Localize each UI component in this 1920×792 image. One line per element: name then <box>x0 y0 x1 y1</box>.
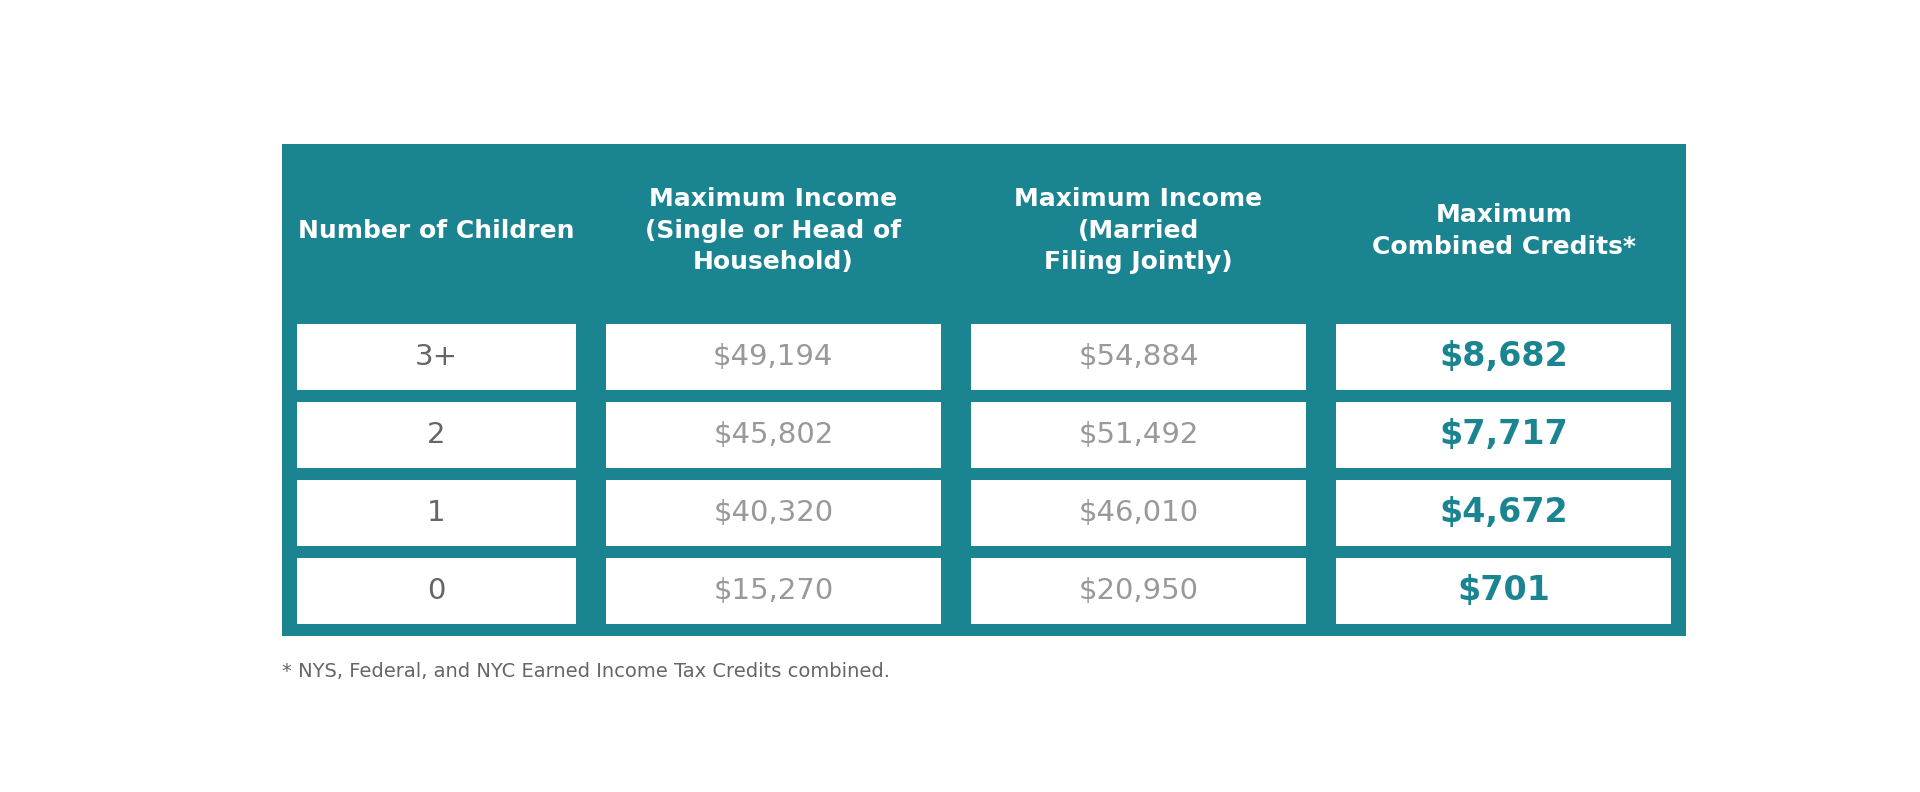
Text: $701: $701 <box>1457 574 1549 607</box>
Text: $45,802: $45,802 <box>712 421 833 449</box>
Text: $8,682: $8,682 <box>1440 340 1569 373</box>
Text: Maximum Income
(Single or Head of
Household): Maximum Income (Single or Head of Househ… <box>645 187 900 274</box>
Text: $49,194: $49,194 <box>712 343 833 371</box>
FancyBboxPatch shape <box>1336 558 1672 624</box>
FancyBboxPatch shape <box>605 558 941 624</box>
FancyBboxPatch shape <box>972 558 1306 624</box>
Text: $15,270: $15,270 <box>712 577 833 605</box>
Text: $20,950: $20,950 <box>1079 577 1198 605</box>
Text: * NYS, Federal, and NYC Earned Income Tax Credits combined.: * NYS, Federal, and NYC Earned Income Ta… <box>282 662 889 681</box>
FancyBboxPatch shape <box>972 402 1306 467</box>
FancyBboxPatch shape <box>605 324 941 390</box>
Text: Maximum
Combined Credits*: Maximum Combined Credits* <box>1371 203 1636 258</box>
Text: Maximum Income
(Married
Filing Jointly): Maximum Income (Married Filing Jointly) <box>1014 187 1263 274</box>
FancyBboxPatch shape <box>972 480 1306 546</box>
Text: 1: 1 <box>426 499 445 527</box>
Text: $7,717: $7,717 <box>1440 418 1569 451</box>
FancyBboxPatch shape <box>1336 480 1672 546</box>
Text: 0: 0 <box>426 577 445 605</box>
Text: $51,492: $51,492 <box>1079 421 1198 449</box>
Text: $54,884: $54,884 <box>1079 343 1198 371</box>
FancyBboxPatch shape <box>296 480 576 546</box>
FancyBboxPatch shape <box>605 480 941 546</box>
FancyBboxPatch shape <box>296 558 576 624</box>
Text: $40,320: $40,320 <box>712 499 833 527</box>
Text: Number of Children: Number of Children <box>298 219 574 242</box>
FancyBboxPatch shape <box>296 402 576 467</box>
FancyBboxPatch shape <box>1336 324 1672 390</box>
Text: 2: 2 <box>426 421 445 449</box>
Text: 3+: 3+ <box>415 343 457 371</box>
FancyBboxPatch shape <box>1336 402 1672 467</box>
FancyBboxPatch shape <box>972 324 1306 390</box>
FancyBboxPatch shape <box>296 324 576 390</box>
FancyBboxPatch shape <box>282 144 1686 636</box>
FancyBboxPatch shape <box>605 402 941 467</box>
Text: $4,672: $4,672 <box>1440 497 1569 529</box>
Text: $46,010: $46,010 <box>1079 499 1198 527</box>
